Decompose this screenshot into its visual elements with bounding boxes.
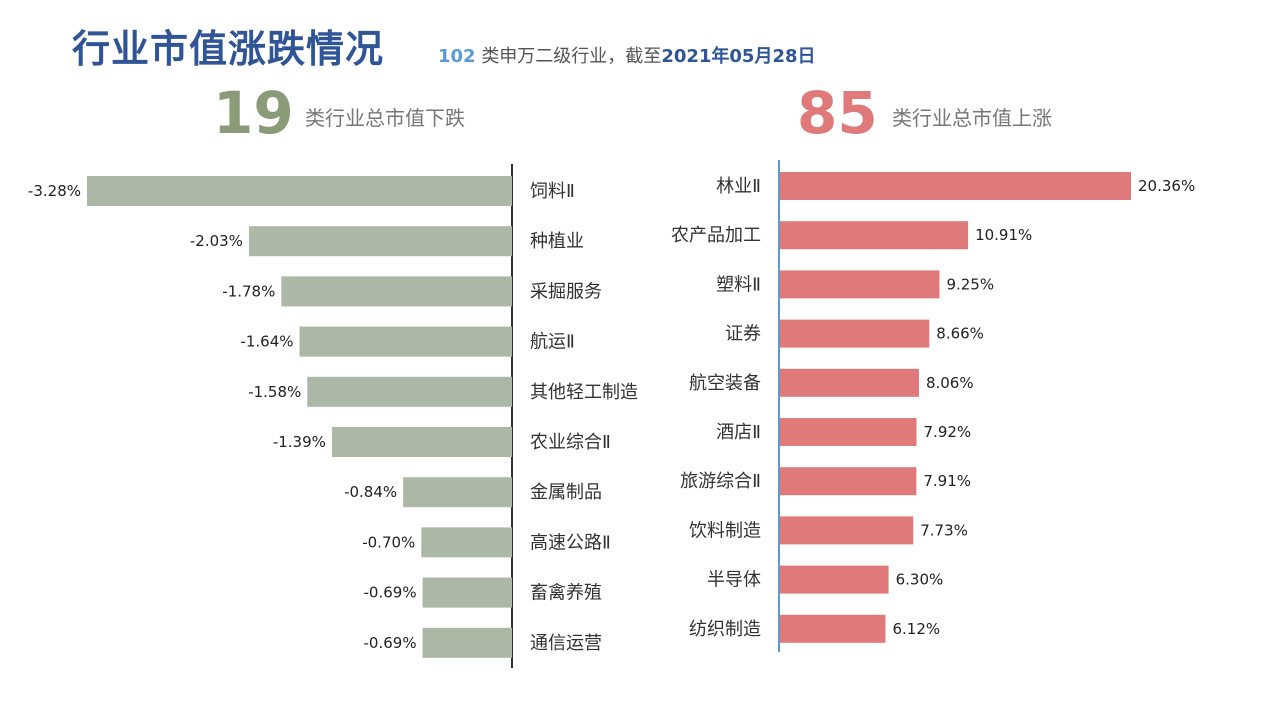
page-title: 行业市值涨跌情况 [72,27,385,71]
up-category-label-9: 纺织制造 [689,619,761,640]
down-value-label-0: -3.28% [28,182,81,200]
up-value-label-2: 9.25% [946,275,994,293]
subtitle-date: 2021年05月28日 [661,46,816,67]
down-bar-7 [421,527,512,558]
up-category-label-1: 农产品加工 [671,225,761,246]
up-value-label-3: 8.66% [936,325,984,343]
up-value-label-5: 7.92% [924,423,972,441]
up-value-label-6: 7.91% [923,472,971,490]
down-category-label-0: 饲料Ⅱ [530,181,575,202]
down-bar-1 [248,226,512,257]
down-bar-5 [331,427,512,457]
down-category-label-3: 航运Ⅱ [530,332,575,353]
up-value-label-1: 10.91% [975,226,1032,244]
up-category-label-5: 酒店Ⅱ [716,422,761,443]
down-category-label-5: 农业综合Ⅱ [530,432,611,453]
up-bar-6 [780,467,917,496]
down-value-label-4: -1.58% [248,383,301,401]
down-bar-0 [87,176,512,206]
down-label: 类行业总市值下跌 [305,106,465,130]
industry-count: 102 [438,46,476,67]
down-value-label-3: -1.64% [240,333,293,351]
up-category-label-0: 林业Ⅱ [716,176,761,197]
down-value-label-5: -1.39% [273,433,326,451]
down-bar-4 [307,376,512,407]
down-bar-6 [403,477,512,508]
down-value-label-1: -2.03% [190,232,243,250]
up-bar-0 [780,172,1131,200]
up-bar-5 [780,418,917,446]
up-bar-3 [780,319,930,348]
down-category-label-6: 金属制品 [530,482,602,503]
down-bar-3 [299,326,512,357]
down-value-label-8: -0.69% [364,584,417,602]
up-bar-7 [780,516,914,545]
up-count: 85 [797,79,878,147]
subtitle-text: 类申万二级行业，截至 [481,46,662,67]
up-category-label-6: 旅游综合Ⅱ [680,471,761,492]
up-bar-9 [780,614,886,643]
up-bar-1 [780,221,969,250]
up-value-label-0: 20.36% [1138,177,1195,195]
up-value-label-9: 6.12% [893,620,941,638]
down-value-label-6: -0.84% [344,483,397,501]
down-category-label-4: 其他轻工制造 [530,382,638,403]
down-value-label-7: -0.70% [362,533,415,551]
down-category-label-7: 高速公路Ⅱ [530,532,611,553]
down-category-label-8: 畜禽养殖 [530,582,602,604]
up-value-label-8: 6.30% [896,571,944,589]
down-category-label-9: 通信运营 [530,633,602,654]
up-category-label-2: 塑料Ⅱ [716,274,761,295]
up-bar-8 [780,565,889,594]
down-bar-9 [422,627,512,658]
up-category-label-8: 半导体 [707,570,761,591]
up-category-label-4: 航空装备 [689,373,761,394]
down-value-label-2: -1.78% [222,282,275,300]
down-bar-2 [281,276,512,307]
down-category-label-1: 种植业 [530,231,584,252]
up-value-label-7: 7.73% [920,521,968,539]
page-subtitle: 102 类申万二级行业，截至2021年05月28日 [438,42,816,68]
up-bar-2 [780,270,940,299]
down-value-label-9: -0.69% [364,634,417,652]
up-label: 类行业总市值上涨 [892,106,1052,130]
up-value-label-4: 8.06% [926,374,974,392]
down-category-label-2: 采掘服务 [530,281,602,302]
up-category-label-7: 饮料制造 [689,520,761,541]
down-bar-8 [422,577,512,608]
up-category-label-3: 证券 [725,324,761,345]
up-bar-4 [780,368,919,397]
down-count: 19 [213,79,294,147]
